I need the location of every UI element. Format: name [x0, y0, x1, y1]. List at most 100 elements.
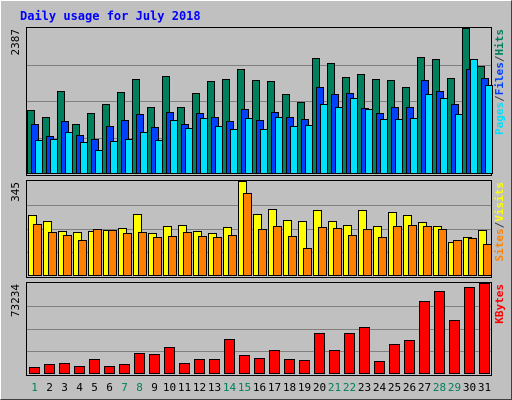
bar-kbytes: [344, 333, 355, 374]
bar-kbytes: [299, 360, 310, 374]
legend-entry: Pages: [493, 102, 506, 135]
x-tick-label: 10: [163, 381, 176, 394]
x-tick-label: 19: [298, 381, 311, 394]
x-tick-label: 14: [223, 381, 237, 394]
bar-pages: [200, 118, 208, 174]
panel-kbytes: 73234 KBytes: [9, 282, 506, 376]
x-tick-label: 11: [178, 381, 191, 394]
x-tick-label: 3: [61, 381, 68, 394]
bar-pages: [155, 140, 163, 174]
bar-pages: [290, 126, 298, 174]
x-tick-label: 30: [463, 381, 476, 394]
x-tick-label: 24: [373, 381, 387, 394]
bar-sites: [243, 193, 252, 276]
bar-kbytes: [239, 355, 250, 374]
bar-kbytes: [224, 339, 235, 374]
x-tick-label: 8: [136, 381, 143, 394]
bar-kbytes: [29, 367, 40, 374]
x-tick-label: 31: [478, 381, 491, 394]
bar-sites: [468, 238, 477, 276]
bar-pages: [260, 129, 268, 174]
bar-sites: [183, 232, 192, 276]
legend-entry: /: [493, 55, 506, 62]
bar-sites: [363, 229, 372, 276]
bar-pages: [80, 142, 88, 174]
bar-pages: [485, 85, 493, 174]
bar-sites: [438, 229, 447, 276]
bar-pages: [395, 119, 403, 174]
bar-pages: [95, 150, 103, 174]
bar-pages: [215, 126, 223, 174]
bar-pages: [170, 120, 178, 174]
bar-sites: [168, 236, 177, 276]
bar-sites: [393, 226, 402, 276]
y-max-label: 73234: [9, 284, 22, 317]
panel-frame: [26, 180, 492, 278]
panel-frame: [26, 282, 492, 376]
bar-sites: [48, 232, 57, 276]
bar-sites: [303, 248, 312, 276]
bar-pages: [455, 114, 463, 174]
x-tick-label: 22: [343, 381, 356, 394]
x-tick-label: 5: [91, 381, 98, 394]
bar-pages: [140, 132, 148, 174]
bar-sites: [318, 227, 327, 276]
bar-kbytes: [164, 347, 175, 374]
bar-pages: [35, 140, 43, 174]
bar-pages: [110, 141, 118, 174]
bar-kbytes: [44, 364, 55, 374]
bar-kbytes: [209, 359, 220, 374]
x-tick-label: 25: [388, 381, 401, 394]
bar-pages: [125, 139, 133, 174]
y-max-label: 345: [9, 182, 22, 202]
bar-sites: [348, 235, 357, 276]
x-tick-label: 13: [208, 381, 221, 394]
legend-entry: /: [493, 221, 506, 228]
x-tick-label: 9: [151, 381, 158, 394]
x-tick-label: 18: [283, 381, 296, 394]
chart-panels: 2387Pages/Files/Hits345Sites/Visits73234…: [9, 27, 506, 376]
bar-kbytes: [134, 353, 145, 374]
bar-kbytes: [449, 320, 460, 374]
bar-kbytes: [389, 344, 400, 374]
bar-pages: [350, 98, 358, 174]
bar-sites: [123, 233, 132, 276]
x-tick-label: 12: [193, 381, 206, 394]
x-tick-label: 21: [328, 381, 341, 394]
legend-hits: Pages/Files/Hits: [493, 29, 506, 135]
bar-sites: [153, 237, 162, 276]
bar-kbytes: [269, 350, 280, 374]
x-tick-label: 23: [358, 381, 371, 394]
bar-sites: [483, 244, 492, 276]
bar-kbytes: [89, 359, 100, 374]
bar-kbytes: [329, 350, 340, 374]
bar-pages: [320, 104, 328, 174]
legend-entry: Sites: [493, 228, 506, 261]
bar-sites: [258, 229, 267, 276]
bar-kbytes: [59, 363, 70, 374]
bar-pages: [380, 119, 388, 174]
bar-sites: [228, 235, 237, 276]
bar-pages: [230, 129, 238, 174]
bar-kbytes: [434, 291, 445, 374]
bar-pages: [365, 109, 373, 174]
x-tick-label: 17: [268, 381, 281, 394]
x-tick-label: 16: [253, 381, 266, 394]
bar-kbytes: [119, 364, 130, 374]
x-tick-label: 4: [76, 381, 83, 394]
x-tick-label: 26: [403, 381, 416, 394]
x-tick-label: 7: [121, 381, 128, 394]
bar-kbytes: [464, 287, 475, 374]
x-tick-label: 27: [418, 381, 431, 394]
bar-kbytes: [254, 358, 265, 374]
legend-entry: /: [493, 95, 506, 102]
x-tick-label: 20: [313, 381, 326, 394]
bar-pages: [410, 118, 418, 174]
bar-kbytes: [359, 327, 370, 374]
bar-sites: [288, 236, 297, 276]
bar-sites: [408, 225, 417, 276]
bar-pages: [470, 59, 478, 174]
bar-pages: [305, 125, 313, 174]
bar-pages: [65, 132, 73, 174]
